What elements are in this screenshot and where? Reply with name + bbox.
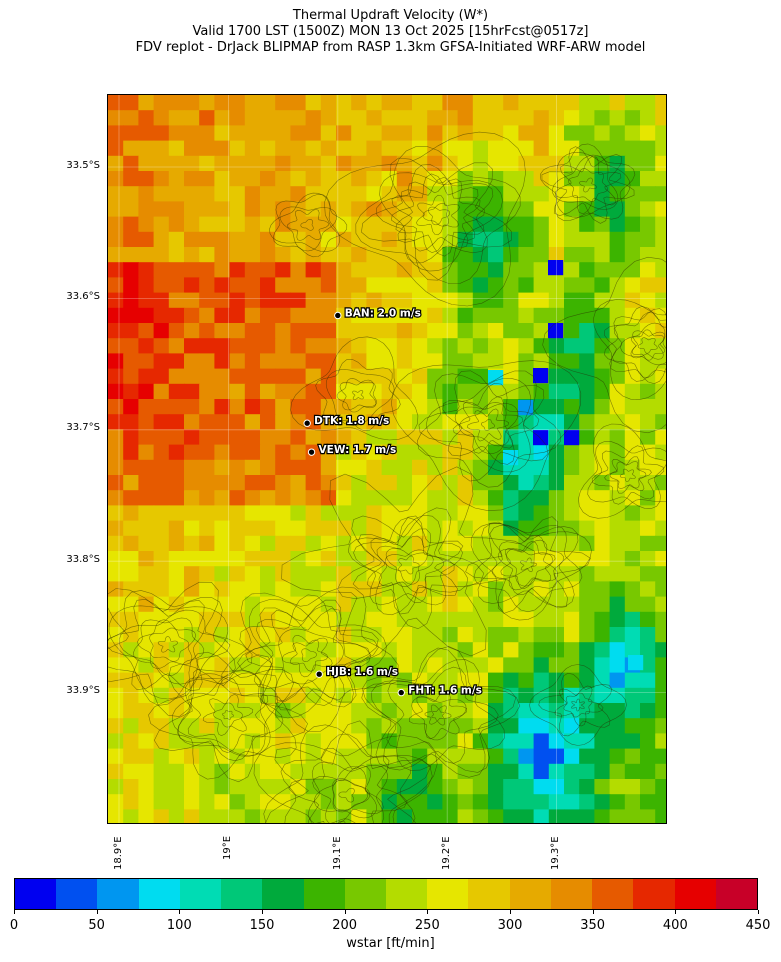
colorbar-segment bbox=[715, 879, 757, 909]
colorbar-segment bbox=[97, 879, 139, 909]
terrain-contours bbox=[108, 131, 666, 823]
colorbar-tick-label: 450 bbox=[745, 918, 771, 933]
lon-tick-label: 19°E bbox=[222, 835, 233, 860]
colorbar-segment bbox=[56, 879, 98, 909]
colorbar-tick-mark bbox=[510, 910, 511, 914]
colorbar-tick-mark bbox=[592, 910, 594, 914]
colorbar-segment bbox=[633, 879, 675, 909]
station-markers: BAN: 2.0 m/s DTK: 1.8 m/s VEW: 1.7 m/s HJB:… bbox=[303, 306, 483, 698]
station-dot bbox=[397, 688, 405, 697]
station-label: HJB: 1.6 m/s bbox=[326, 666, 398, 678]
colorbar-label: wstar [ft/min] bbox=[346, 936, 435, 951]
station-vew[interactable]: VEW: 1.7 m/s bbox=[307, 443, 397, 457]
colorbar-segment bbox=[592, 879, 634, 909]
colorbar-tick-label: 250 bbox=[414, 918, 440, 933]
colorbar-tick-label: 150 bbox=[249, 918, 275, 933]
colorbar-segment bbox=[15, 879, 57, 909]
lat-tick-label: 33.7°S bbox=[66, 422, 100, 433]
colorbar-segment bbox=[427, 879, 469, 909]
wstar-grid bbox=[108, 95, 666, 823]
colorbar bbox=[14, 878, 758, 910]
station-label: BAN: 2.0 m/s bbox=[345, 307, 421, 319]
map-canvas: BAN: 2.0 m/s DTK: 1.8 m/s VEW: 1.7 m/s HJB:… bbox=[108, 95, 666, 823]
graticule-lines bbox=[108, 95, 666, 823]
lon-tick-label: 19.1°E bbox=[332, 836, 343, 870]
colorbar-segment bbox=[674, 879, 716, 909]
colorbar-tick-mark bbox=[262, 910, 263, 914]
station-dot bbox=[334, 311, 342, 320]
station-dot bbox=[307, 448, 316, 456]
colorbar-tick-mark bbox=[179, 910, 181, 914]
colorbar-tick-label: 0 bbox=[9, 918, 19, 933]
station-label: FHT: 1.6 m/s bbox=[408, 685, 482, 697]
colorbar-segment bbox=[468, 879, 510, 909]
lat-tick-label: 33.5°S bbox=[66, 160, 100, 171]
map-panel[interactable]: BAN: 2.0 m/s DTK: 1.8 m/s VEW: 1.7 m/s HJB:… bbox=[107, 94, 667, 824]
lon-tick-label: 19.2°E bbox=[441, 836, 452, 870]
colorbar-tick-label: 50 bbox=[88, 918, 105, 933]
colorbar-segment bbox=[509, 879, 551, 909]
colorbar-segment bbox=[385, 879, 428, 909]
station-dot bbox=[315, 670, 323, 678]
station-fht[interactable]: FHT: 1.6 m/s bbox=[397, 683, 483, 698]
station-dot bbox=[303, 419, 311, 427]
model-source-subtitle: FDV replot - DrJack BLIPMAP from RASP 1.… bbox=[135, 40, 646, 55]
lat-tick-label: 33.6°S bbox=[66, 291, 100, 302]
station-label: VEW: 1.7 m/s bbox=[319, 444, 397, 456]
colorbar-tick-mark bbox=[14, 910, 15, 914]
station-ban[interactable]: BAN: 2.0 m/s bbox=[334, 306, 422, 321]
valid-time-subtitle: Valid 1700 LST (1500Z) MON 13 Oct 2025 [… bbox=[192, 24, 589, 39]
colorbar-tick-label: 350 bbox=[580, 918, 606, 933]
colorbar-segment bbox=[138, 879, 180, 909]
lat-tick-label: 33.8°S bbox=[66, 554, 100, 565]
colorbar-tick-mark bbox=[758, 910, 759, 914]
colorbar-segment bbox=[221, 879, 263, 909]
colorbar-tick-mark bbox=[344, 910, 346, 914]
colorbar-segment bbox=[179, 879, 222, 909]
colorbar-tick-label: 200 bbox=[332, 918, 358, 933]
colorbar-tick-mark bbox=[96, 910, 98, 914]
colorbar-segment bbox=[344, 879, 386, 909]
colorbar-tick-mark bbox=[675, 910, 677, 914]
station-dtk[interactable]: DTK: 1.8 m/s bbox=[303, 414, 391, 428]
colorbar-tick-label: 400 bbox=[662, 918, 688, 933]
station-hjb[interactable]: HJB: 1.6 m/s bbox=[315, 665, 399, 679]
lat-tick-label: 33.9°S bbox=[66, 685, 100, 696]
colorbar-segment bbox=[550, 879, 593, 909]
lon-tick-label: 18.9°E bbox=[113, 836, 124, 870]
colorbar-tick-label: 100 bbox=[166, 918, 192, 933]
colorbar-segment bbox=[262, 879, 304, 909]
colorbar-tick-label: 300 bbox=[497, 918, 523, 933]
map-title: Thermal Updraft Velocity (W*) bbox=[292, 8, 489, 23]
colorbar-segment bbox=[303, 879, 345, 909]
colorbar-tick-mark bbox=[427, 910, 429, 914]
station-label: DTK: 1.8 m/s bbox=[314, 415, 389, 427]
lon-tick-label: 19.3°E bbox=[550, 836, 561, 870]
